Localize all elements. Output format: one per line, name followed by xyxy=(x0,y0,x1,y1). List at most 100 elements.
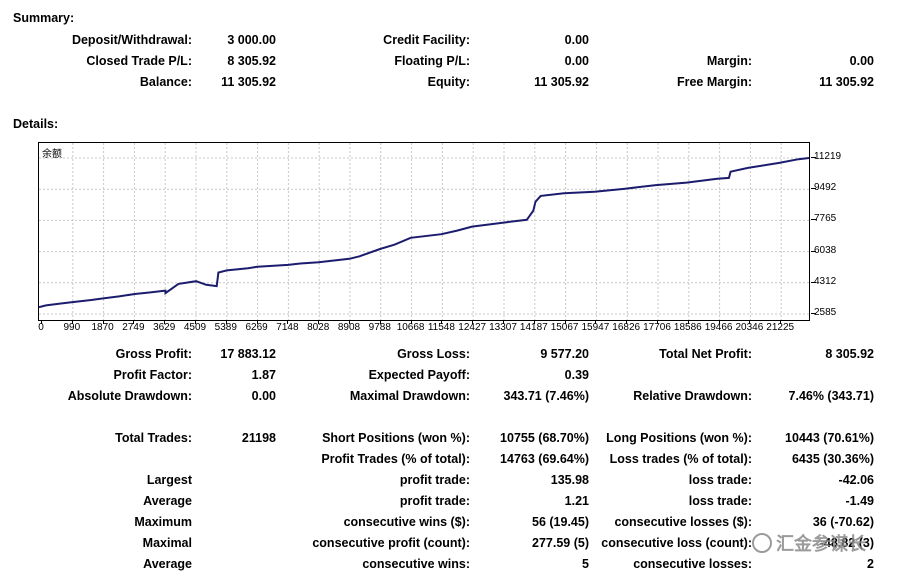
average-loss-label: loss trade: xyxy=(688,494,752,508)
total-trades-label: Total Trades: xyxy=(115,431,192,445)
y-tick-label: 6038 xyxy=(814,244,837,256)
chart-x-axis: 0 990 1870 2749 3629 4509 5389 6269 7148 8028 8908… xyxy=(38,321,810,335)
largest-loss-label: loss trade: xyxy=(688,473,752,487)
total-net-profit-value: 8 305.92 xyxy=(825,347,874,361)
x-tick-label: 13307 xyxy=(489,322,517,333)
x-tick-label: 4509 xyxy=(183,322,207,333)
x-tick-label: 11548 xyxy=(427,322,455,333)
maximal-drawdown-value: 343.71 (7.46%) xyxy=(503,389,589,403)
deposit-withdrawal-value: 3 000.00 xyxy=(227,33,276,47)
x-tick-label: 20346 xyxy=(735,322,764,333)
x-tick-label: 15067 xyxy=(550,322,579,333)
maximal-label: Maximal xyxy=(142,536,192,550)
average-label: Average xyxy=(143,494,192,508)
balance-series-line xyxy=(39,157,809,309)
y-tick xyxy=(811,157,816,158)
average-consecutive-losses-label: consecutive losses: xyxy=(633,557,752,571)
x-tick xyxy=(503,321,504,324)
y-tick xyxy=(811,313,816,314)
average-consecutive-losses-value: 2 xyxy=(867,557,874,571)
x-tick xyxy=(225,321,227,324)
x-tick-label: 16826 xyxy=(612,322,641,333)
maximal-loss-label: consecutive loss (count): xyxy=(601,536,752,550)
average-consecutive-label: Average xyxy=(143,557,192,571)
expected-payoff-value: 0.39 xyxy=(564,368,589,382)
x-tick xyxy=(718,321,720,324)
loss-trades-label: Loss trades (% of total): xyxy=(609,452,752,466)
equity-label: Equity: xyxy=(427,75,470,89)
y-tick xyxy=(811,219,816,221)
largest-label: Largest xyxy=(146,473,192,487)
gross-profit-label: Gross Profit: xyxy=(115,347,192,361)
profit-factor-label: Profit Factor: xyxy=(113,368,192,382)
x-tick xyxy=(287,321,289,324)
x-tick xyxy=(410,321,412,324)
maximum-profit-label: consecutive wins ($): xyxy=(343,515,470,529)
x-tick-label: 9788 xyxy=(368,322,391,333)
x-tick-label: 7148 xyxy=(276,322,299,333)
x-tick xyxy=(626,321,628,324)
x-tick-label: 18586 xyxy=(673,322,702,333)
x-tick-label: 2749 xyxy=(122,322,145,333)
average-consecutive-wins-value: 5 xyxy=(582,557,589,571)
x-tick xyxy=(71,321,73,324)
x-tick-label: 19466 xyxy=(704,322,733,333)
short-positions-label: Short Positions (won %): xyxy=(322,431,470,445)
x-tick-label: 6269 xyxy=(245,322,268,333)
x-tick xyxy=(749,321,751,324)
y-tick-label: 2585 xyxy=(814,307,837,318)
x-tick-label: 1870 xyxy=(91,322,114,333)
x-tick xyxy=(379,321,381,324)
maximum-loss-value: 36 (-70.62) xyxy=(812,515,874,529)
profit-factor-value: 1.87 xyxy=(251,368,276,382)
total-trades-value: 21198 xyxy=(241,431,276,445)
largest-profit-label: profit trade: xyxy=(399,473,470,487)
balance-label: Balance: xyxy=(139,75,192,89)
deposit-withdrawal-label: Deposit/Withdrawal: xyxy=(71,33,192,47)
total-net-profit-label: Total Net Profit: xyxy=(659,347,752,361)
profit-trades-value: 14763 (69.64%) xyxy=(500,452,589,466)
x-tick xyxy=(657,321,658,324)
closed-trade-pl-value: 8 305.92 xyxy=(227,54,276,68)
floating-pl-value: 0.00 xyxy=(564,54,589,68)
x-tick-label: 8028 xyxy=(307,322,330,333)
y-tick-label: 9492 xyxy=(814,182,837,194)
expected-payoff-label: Expected Payoff: xyxy=(368,368,470,382)
short-positions-value: 10755 (68.70%) xyxy=(500,431,589,445)
x-tick xyxy=(349,321,350,324)
x-tick xyxy=(133,321,135,324)
x-tick-label: 12427 xyxy=(458,322,487,333)
average-profit-value: 1.21 xyxy=(564,494,589,508)
gross-profit-value: 17 883.12 xyxy=(220,347,276,361)
x-tick xyxy=(687,321,689,324)
x-tick xyxy=(256,321,258,324)
y-tick xyxy=(811,281,816,283)
watermark-text: 汇金参谋长 xyxy=(776,534,866,554)
x-tick xyxy=(595,321,597,324)
x-tick-label: 990 xyxy=(63,322,81,333)
gross-loss-label: Gross Loss: xyxy=(397,347,470,361)
credit-facility-value: 0.00 xyxy=(564,33,589,47)
x-tick-label: 17706 xyxy=(643,322,671,333)
relative-drawdown-value: 7.46% (343.71) xyxy=(788,389,874,403)
details-heading: Details: xyxy=(13,117,59,131)
largest-loss-value: -42.06 xyxy=(838,473,874,487)
y-tick-label: 7765 xyxy=(814,213,837,225)
maximal-profit-label: consecutive profit (count): xyxy=(312,536,470,550)
balance-chart: 余额 xyxy=(38,142,810,321)
long-positions-label: Long Positions (won %): xyxy=(606,431,752,445)
balance-chart-plot xyxy=(39,143,809,320)
maximal-profit-value: 277.59 (5) xyxy=(532,536,589,550)
x-tick xyxy=(41,321,42,324)
wechat-logo-icon xyxy=(752,533,772,554)
x-tick-label: 14187 xyxy=(519,322,548,333)
x-tick-label: 15947 xyxy=(581,322,610,333)
free-margin-label: Free Margin: xyxy=(676,75,752,89)
maximal-drawdown-label: Maximal Drawdown: xyxy=(349,389,470,403)
x-tick xyxy=(102,321,104,324)
average-loss-value: -1.49 xyxy=(845,494,875,508)
x-tick-label: 5389 xyxy=(214,322,237,333)
x-tick-label: 3629 xyxy=(153,322,176,333)
margin-value: 0.00 xyxy=(849,54,874,68)
chart-y-axis: 11219 9492 7765 6038 4312 2585 xyxy=(811,142,881,321)
